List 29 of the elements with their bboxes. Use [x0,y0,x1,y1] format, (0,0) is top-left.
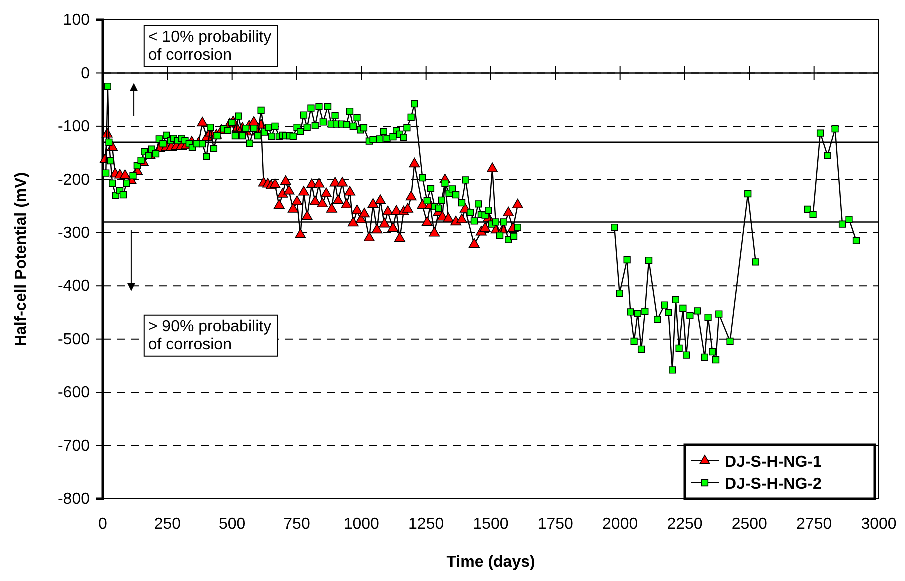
y-axis-title: Half-cell Potential (mV) [13,172,30,347]
x-tick-label: 750 [284,516,310,533]
y-tick-label: -600 [58,384,90,402]
x-tick-label: 1000 [344,516,380,533]
x-tick-label: 2000 [602,516,638,533]
x-tick-label: 2500 [732,516,768,533]
y-tick-label: -500 [58,331,90,348]
y-tick-label: -200 [58,172,90,189]
y-tick-label: -800 [58,491,90,508]
x-tick-label: 250 [154,516,182,533]
legend-label: DJ-S-H-NG-1 [725,454,822,471]
x-axis-title: Time (days) [446,554,536,571]
x-tick-label: 1500 [473,516,509,533]
x-tick-label: 3000 [861,516,897,533]
y-tick-label: -300 [58,225,90,242]
y-tick-label: -100 [58,118,90,136]
x-tick-label: 1250 [408,516,444,533]
y-tick-label: -700 [58,438,90,455]
annotation: < 10% probability of corrosion [148,29,272,64]
x-tick-label: 0 [98,516,108,533]
y-tick-label: -400 [58,278,90,296]
x-tick-label: 1750 [538,516,574,533]
x-tick-label: 500 [218,516,246,533]
y-tick-label: 0 [81,65,90,82]
legend-label: DJ-S-H-NG-2 [725,476,822,493]
y-tick-label: 100 [63,12,90,30]
x-tick-label: 2250 [667,516,703,533]
x-tick-label: 2750 [796,516,832,533]
annotation: > 90% probability of corrosion [148,318,272,354]
